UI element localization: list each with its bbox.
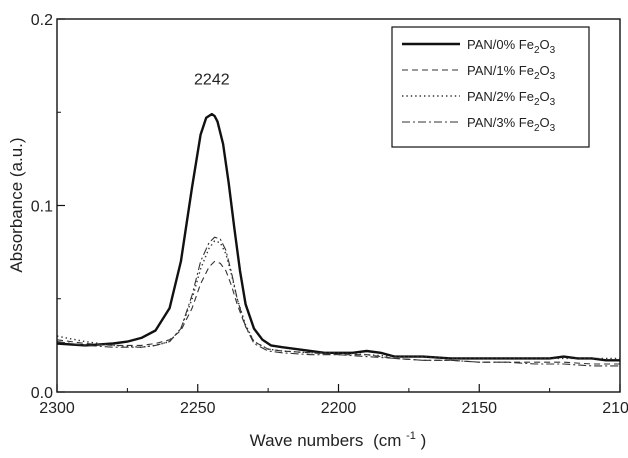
legend-label-1: PAN/1% Fe2O3 — [467, 63, 556, 82]
legend: PAN/0% Fe2O3 PAN/1% Fe2O3 PAN/2% Fe2O3 PAN/… — [391, 26, 590, 148]
x-axis-title-text: Wave numbers — [250, 431, 364, 450]
legend-label-2: PAN/2% Fe2O3 — [467, 89, 556, 108]
y-tick-label: 0.1 — [31, 199, 53, 216]
x-axis-title: Wave numbers (cm -1 ) — [250, 424, 427, 450]
x-axis-unit-close: ) — [421, 431, 427, 450]
legend-label-0: PAN/0% Fe2O3 — [467, 37, 556, 56]
x-tick-label: 2300 — [39, 400, 75, 417]
x-tick-label: 2150 — [461, 400, 497, 417]
y-tick-label: 0.2 — [31, 12, 53, 29]
y-axis-title: Absorbance (a.u.) — [7, 137, 26, 272]
plot-lines — [56, 112, 620, 367]
x-tick-label: 2200 — [321, 400, 357, 417]
x-tick-label: 2250 — [180, 400, 216, 417]
x-axis-unit-open: (cm — [373, 431, 401, 450]
legend-box — [391, 26, 590, 148]
series-line-0 — [56, 112, 620, 362]
legend-label-3: PAN/3% Fe2O3 — [467, 115, 556, 134]
series-line-3 — [56, 236, 620, 367]
x-axis-unit-exponent: -1 — [406, 430, 416, 442]
y-axis: 0.0 0.1 0.2 — [31, 12, 65, 402]
peak-annotation: 2242 — [194, 71, 230, 88]
y-tick-label: 0.0 — [31, 385, 53, 402]
